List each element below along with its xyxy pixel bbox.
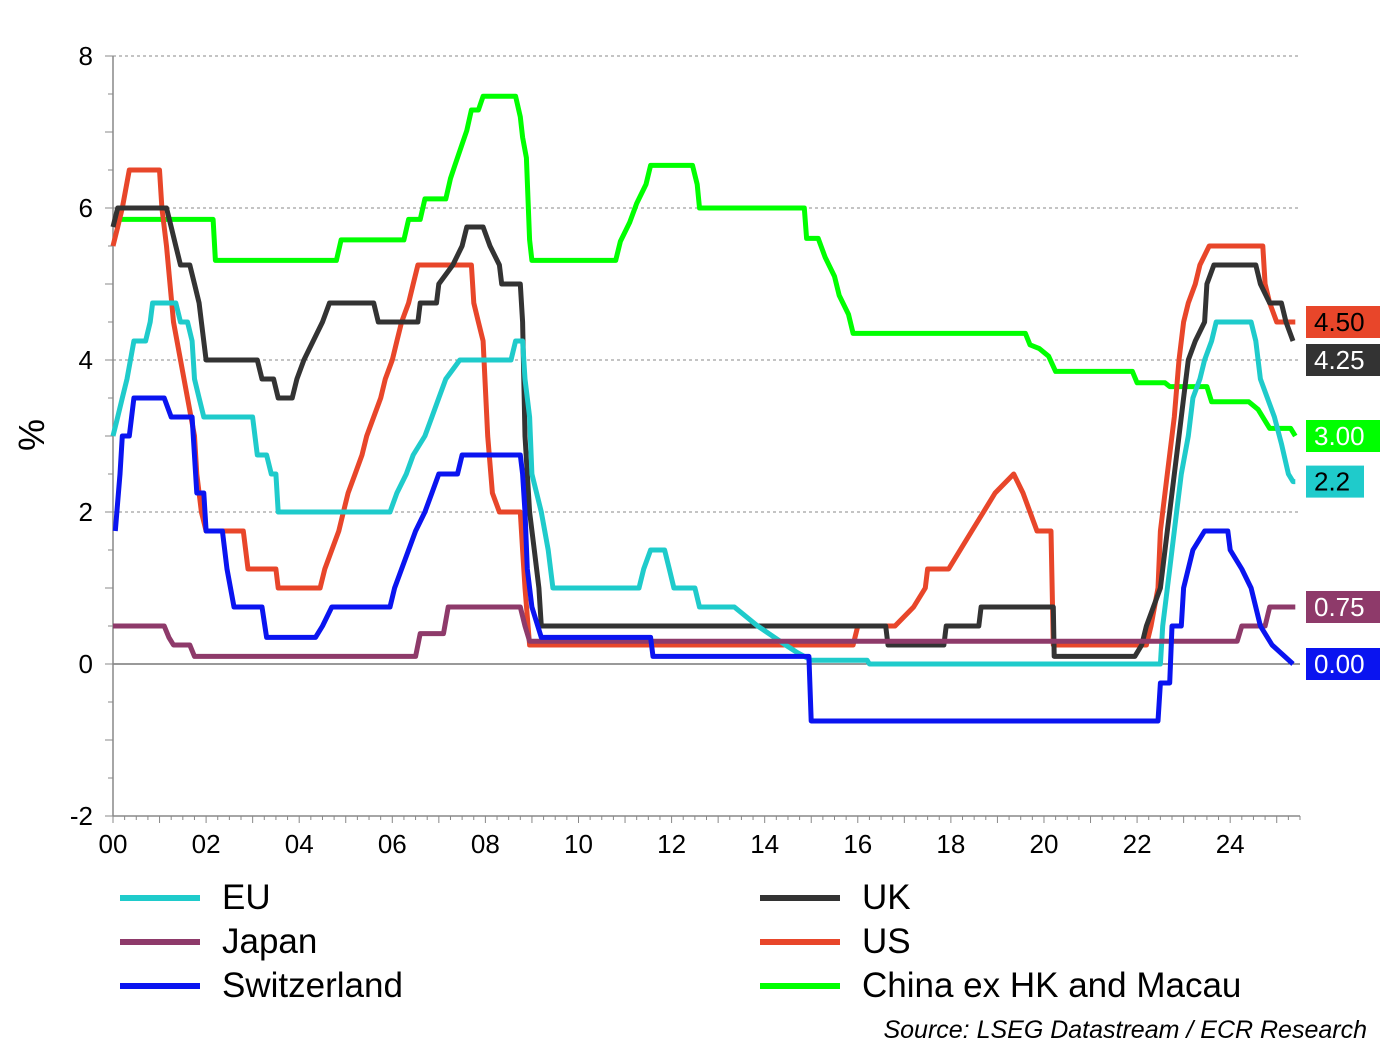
end-label-text: 4.25 <box>1314 345 1365 375</box>
end-label-box <box>1306 420 1380 452</box>
series-line-uk <box>110 205 1296 659</box>
x-tick-label: 02 <box>192 829 221 859</box>
y-tick-label: -2 <box>70 801 93 831</box>
x-tick-label: 08 <box>471 829 500 859</box>
y-tick-label: 2 <box>79 497 93 527</box>
end-label-box <box>1306 344 1380 376</box>
end-label-box <box>1306 591 1380 623</box>
legend-label-china: China ex HK and Macau <box>862 966 1242 1005</box>
x-tick-label: 12 <box>657 829 686 859</box>
end-label-uk: 4.25 <box>1306 344 1380 376</box>
x-tick-label: 22 <box>1123 829 1152 859</box>
legend-swatch-switzerland <box>120 983 200 989</box>
end-label-eu: 2.2 <box>1306 465 1364 498</box>
end-label-box <box>1306 465 1364 498</box>
legend-label-eu: EU <box>222 878 271 917</box>
legend-item-china: China ex HK and Macau <box>760 966 1241 1006</box>
y-tick-label: 4 <box>79 345 93 375</box>
x-tick-label: 16 <box>843 829 872 859</box>
end-label-text: 0.75 <box>1314 592 1365 622</box>
end-label-text: 3.00 <box>1314 421 1365 451</box>
end-label-text: 2.2 <box>1314 467 1350 497</box>
end-label-box <box>1306 306 1380 338</box>
series-lines <box>110 93 1298 724</box>
legend-label-uk: UK <box>862 878 911 917</box>
x-tick-label: 18 <box>936 829 965 859</box>
x-tick-label: 06 <box>378 829 407 859</box>
legend-swatch-uk <box>760 895 840 901</box>
source-note: Source: LSEG Datastream / ECR Research <box>883 1016 1367 1044</box>
legend-swatch-china <box>760 983 840 989</box>
end-label-japan: 0.75 <box>1306 591 1380 623</box>
legend-item-us: US <box>760 922 911 962</box>
series-line-us <box>110 167 1296 648</box>
end-label-switzerland: 0.00 <box>1306 648 1380 680</box>
y-tick-label: 0 <box>79 649 93 679</box>
legend-item-japan: Japan <box>120 922 317 962</box>
legend-label-us: US <box>862 922 911 961</box>
x-tick-label: 00 <box>99 829 128 859</box>
x-tick-label: 04 <box>285 829 314 859</box>
end-label-text: 0.00 <box>1314 649 1365 679</box>
legend-label-switzerland: Switzerland <box>222 966 403 1005</box>
x-tick-label: 14 <box>750 829 779 859</box>
legend-item-uk: UK <box>760 878 911 918</box>
series-line-japan <box>113 604 1296 659</box>
end-label-box <box>1306 648 1380 680</box>
legend-swatch-japan <box>120 939 200 945</box>
y-axis-label: % <box>11 419 52 451</box>
y-tick-label: 6 <box>79 193 93 223</box>
y-tick-label: 8 <box>79 41 93 71</box>
legend-swatch-us <box>760 939 840 945</box>
x-tick-label: 20 <box>1030 829 1059 859</box>
series-line-eu <box>110 300 1296 667</box>
x-tick-label: 24 <box>1216 829 1245 859</box>
series-line-china-ex-hk-and-macau <box>113 93 1298 438</box>
series-line-switzerland <box>112 395 1295 724</box>
legend-item-switzerland: Switzerland <box>120 966 403 1006</box>
legend-item-eu: EU <box>120 878 271 918</box>
end-label-china-ex-hk-and-macau: 3.00 <box>1306 420 1380 452</box>
end-label-us: 4.50 <box>1306 306 1380 338</box>
legend-swatch-eu <box>120 895 200 901</box>
legend-label-japan: Japan <box>222 922 318 961</box>
end-value-labels: 4.50 4.25 3.00 2.2 0.75 0.00 <box>1306 306 1380 680</box>
gridlines <box>113 55 1300 665</box>
end-label-text: 4.50 <box>1314 307 1365 337</box>
x-tick-label: 10 <box>564 829 593 859</box>
